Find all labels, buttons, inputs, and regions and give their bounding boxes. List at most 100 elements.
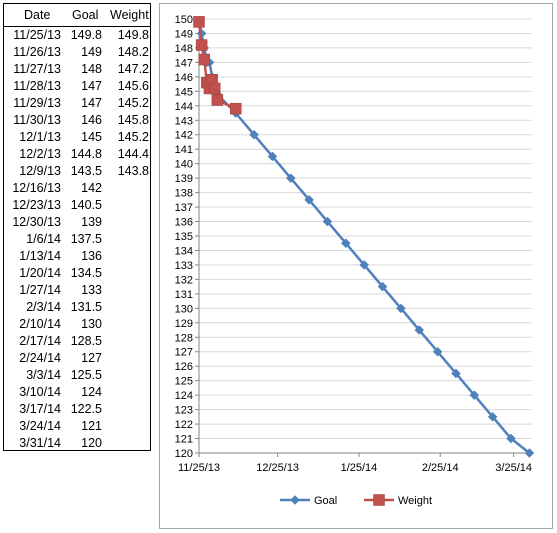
y-tick-label: 121 xyxy=(175,434,193,446)
x-tick-label: 11/25/13 xyxy=(178,462,220,474)
cell-date: 3/31/14 xyxy=(19,436,61,450)
cell-weight: 145.8 xyxy=(117,113,149,127)
y-tick-label: 133 xyxy=(175,260,193,272)
y-tick-label: 136 xyxy=(175,217,193,229)
table-row: 11/30/13 146 145.8 xyxy=(4,113,150,130)
cell-weight: 145.2 xyxy=(117,130,149,144)
data-table: Date Goal Weight 11/25/13 149.8 149.8 11/26… xyxy=(3,3,151,451)
cell-date: 2/10/14 xyxy=(19,317,61,331)
series-goal xyxy=(194,17,535,458)
legend-marker xyxy=(373,494,385,506)
cell-date: 12/1/13 xyxy=(19,130,61,144)
goal-line xyxy=(197,21,531,454)
x-tick-label: 2/25/14 xyxy=(422,462,459,474)
cell-date: 3/10/14 xyxy=(19,385,61,399)
cell-weight: 149.8 xyxy=(117,28,149,42)
goal-point xyxy=(487,411,498,422)
x-axis-ticks: 11/25/13 12/25/13 1/25/14 2/25/14 3/25/14 xyxy=(178,453,532,474)
y-tick-label: 139 xyxy=(175,173,193,185)
cell-date: 12/9/13 xyxy=(19,164,61,178)
cell-goal: 140.5 xyxy=(70,198,102,212)
table-row: 3/3/14 125.5 xyxy=(4,368,150,385)
goal-point xyxy=(322,216,333,227)
chart: 120 121 122 123 124 125 126 127 128 129 130 131 132 1… xyxy=(175,14,535,507)
y-tick-label: 148 xyxy=(175,43,193,55)
cell-date: 11/26/13 xyxy=(13,45,61,59)
cell-goal: 131.5 xyxy=(70,300,102,314)
header-weight: Weight xyxy=(110,8,149,22)
cell-date: 12/16/13 xyxy=(12,181,61,195)
cell-goal: 125.5 xyxy=(70,368,102,382)
cell-date: 12/2/13 xyxy=(19,147,61,161)
goal-point xyxy=(414,325,425,335)
cell-goal: 147 xyxy=(81,96,102,110)
cell-date: 11/28/13 xyxy=(13,79,61,93)
cell-goal: 143.5 xyxy=(70,164,102,178)
cell-date: 11/25/13 xyxy=(13,28,61,42)
goal-point xyxy=(340,238,351,249)
cell-goal: 144.8 xyxy=(70,147,102,161)
y-tick-label: 124 xyxy=(175,390,193,402)
table-row: 12/16/13 142 xyxy=(4,181,150,198)
x-tick-label: 12/25/13 xyxy=(256,462,299,474)
goal-point xyxy=(506,433,516,444)
series-weight xyxy=(193,16,242,115)
cell-goal: 127 xyxy=(81,351,102,365)
gridlines xyxy=(199,18,532,454)
table-row: 3/31/14 120 xyxy=(4,436,150,453)
cell-weight: 144.4 xyxy=(117,147,149,161)
y-tick-label: 143 xyxy=(175,115,193,127)
table-row: 1/20/14 134.5 xyxy=(4,266,150,283)
y-tick-label: 149 xyxy=(175,28,193,40)
legend: Goal Weight xyxy=(280,494,432,507)
table-row: 11/25/13 149.8 149.8 xyxy=(4,28,150,45)
y-tick-label: 127 xyxy=(175,347,193,359)
y-tick-label: 129 xyxy=(175,318,193,330)
y-tick-label: 140 xyxy=(175,159,193,171)
table-row: 2/3/14 131.5 xyxy=(4,300,150,317)
cell-date: 1/27/14 xyxy=(19,283,61,297)
y-tick-label: 150 xyxy=(175,14,193,26)
y-tick-label: 142 xyxy=(175,130,193,142)
cell-goal: 147 xyxy=(81,79,102,93)
table-row: 2/10/14 130 xyxy=(4,317,150,334)
cell-date: 2/17/14 xyxy=(19,334,61,348)
weight-point xyxy=(193,16,205,28)
cell-goal: 120 xyxy=(81,436,102,450)
cell-goal: 145 xyxy=(81,130,102,144)
table-row: 11/29/13 147 145.2 xyxy=(4,96,150,113)
cell-goal: 121 xyxy=(81,419,102,433)
y-tick-label: 145 xyxy=(175,86,193,98)
cell-weight: 148.2 xyxy=(117,45,149,59)
goal-point xyxy=(304,194,314,205)
y-tick-label: 135 xyxy=(175,231,193,243)
table-header: Date Goal Weight xyxy=(4,8,150,25)
cell-weight: 147.2 xyxy=(117,62,149,76)
cell-date: 11/30/13 xyxy=(13,113,61,127)
cell-weight: 143.8 xyxy=(117,164,149,178)
table-row: 1/27/14 133 xyxy=(4,283,150,300)
cell-goal: 148 xyxy=(81,62,102,76)
goal-point xyxy=(451,368,461,379)
table-row: 2/17/14 128.5 xyxy=(4,334,150,351)
y-tick-label: 137 xyxy=(175,202,193,214)
cell-weight: 145.6 xyxy=(117,79,149,93)
cell-date: 1/13/14 xyxy=(19,249,61,263)
table-row: 11/26/13 149 148.2 xyxy=(4,45,150,62)
y-tick-label: 147 xyxy=(175,57,193,69)
y-tick-label: 120 xyxy=(175,448,193,460)
y-tick-label: 126 xyxy=(175,361,193,373)
goal-point xyxy=(377,281,388,292)
chart-frame xyxy=(159,3,553,529)
weight-point xyxy=(229,102,242,115)
table-row: 3/10/14 124 xyxy=(4,385,150,402)
y-tick-label: 130 xyxy=(175,303,193,315)
table-row: 12/30/13 139 xyxy=(4,215,150,232)
goal-point xyxy=(524,448,535,458)
cell-date: 1/6/14 xyxy=(26,232,61,246)
y-tick-label: 125 xyxy=(175,376,193,388)
goal-point xyxy=(396,303,406,314)
goal-point xyxy=(249,129,259,140)
y-tick-label: 134 xyxy=(175,245,193,257)
weight-point xyxy=(195,39,208,51)
